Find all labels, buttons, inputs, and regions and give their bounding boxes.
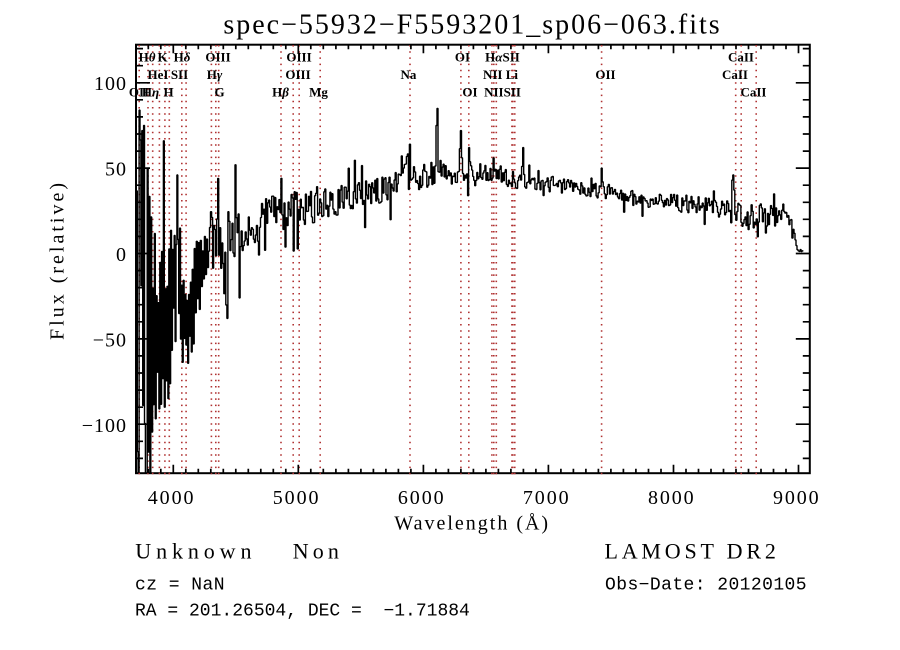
svg-text:8000: 8000	[648, 487, 696, 509]
svg-text:Hγ: Hγ	[207, 67, 223, 82]
svg-text:CaII: CaII	[740, 85, 766, 100]
svg-text:0: 0	[116, 244, 127, 266]
svg-text:HαSII: HαSII	[485, 50, 520, 65]
svg-text:Flux (relative): Flux (relative)	[47, 180, 69, 340]
svg-text:−50: −50	[93, 329, 127, 351]
svg-text:Hβ: Hβ	[272, 85, 289, 100]
svg-text:OI: OI	[455, 50, 470, 65]
svg-text:9000: 9000	[773, 487, 821, 509]
svg-text:CaII: CaII	[728, 50, 754, 65]
svg-text:OIII: OIII	[286, 50, 311, 65]
svg-text:Hδ: Hδ	[174, 50, 191, 65]
svg-text:cz = NaN: cz = NaN	[135, 576, 225, 596]
svg-text:4000: 4000	[148, 487, 196, 509]
svg-text:Mg: Mg	[309, 85, 328, 100]
svg-text:Na: Na	[401, 67, 417, 82]
svg-text:Non: Non	[293, 539, 343, 564]
svg-text:OI: OI	[462, 85, 477, 100]
svg-text:50: 50	[105, 159, 127, 181]
svg-text:OIII: OIII	[205, 50, 230, 65]
svg-text:OIII: OIII	[285, 67, 310, 82]
svg-text:5000: 5000	[273, 487, 321, 509]
svg-text:RA = 201.26504, DEC = −1.7188: RA = 201.26504, DEC = −1.71884	[135, 602, 470, 622]
svg-text:OII: OII	[595, 67, 615, 82]
svg-text:spec−55932−F5593201_sp06−063.f: spec−55932−F5593201_sp06−063.fits	[223, 10, 721, 41]
svg-text:Unknown: Unknown	[135, 539, 256, 564]
svg-text:100: 100	[94, 73, 127, 95]
svg-text:Obs−Date: 20120105: Obs−Date: 20120105	[605, 576, 807, 596]
svg-text:−100: −100	[82, 415, 127, 437]
svg-text:SII: SII	[171, 67, 188, 82]
svg-text:7000: 7000	[523, 487, 571, 509]
svg-text:NIISII: NIISII	[484, 85, 521, 100]
svg-text:K: K	[157, 50, 168, 65]
svg-text:H: H	[163, 85, 173, 100]
svg-text:LAMOST DR2: LAMOST DR2	[605, 539, 780, 564]
svg-text:6000: 6000	[398, 487, 446, 509]
svg-text:Hθ: Hθ	[139, 50, 156, 65]
svg-text:G: G	[214, 85, 224, 100]
svg-text:CaII: CaII	[722, 67, 748, 82]
svg-text:OII: OII	[129, 85, 149, 100]
svg-text:HeI: HeI	[148, 67, 169, 82]
svg-text:Hη: Hη	[142, 85, 159, 100]
svg-text:Wavelength (Å): Wavelength (Å)	[394, 513, 550, 535]
svg-text:NII Li: NII Li	[483, 67, 518, 82]
